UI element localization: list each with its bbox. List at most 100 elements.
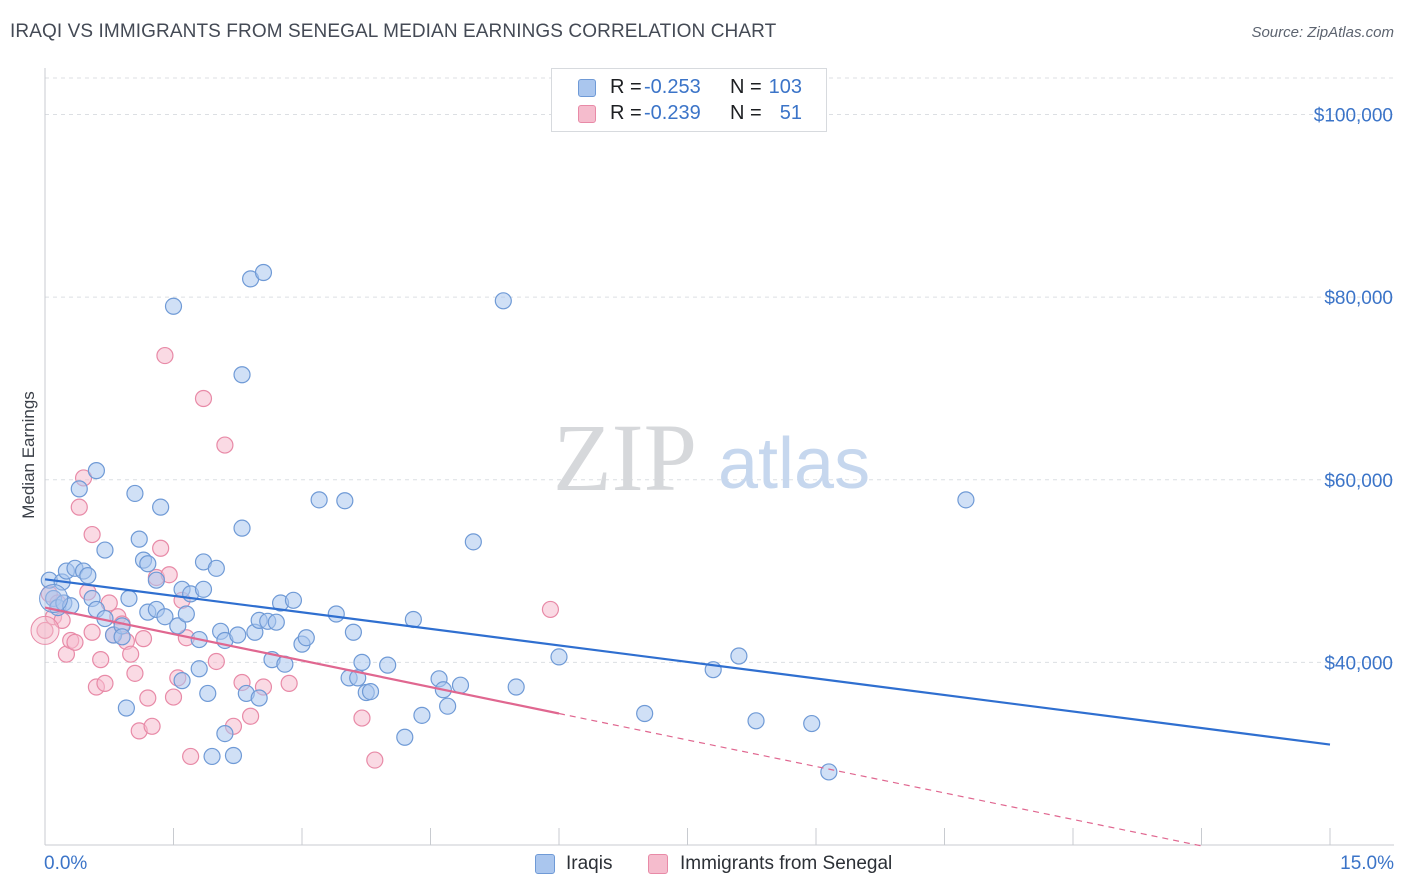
point-senegal: [366, 751, 384, 769]
point-iraqi: [636, 704, 654, 723]
point-iraqi: [451, 676, 470, 694]
point-iraqi: [747, 712, 765, 730]
trend-line-senegal-extension: [558, 712, 1202, 847]
bottom-legend-swatch-senegal: [648, 854, 668, 874]
y-axis-label: Median Earnings: [19, 391, 38, 519]
point-iraqi: [297, 629, 315, 647]
point-senegal-cluster: [30, 615, 60, 645]
point-senegal: [122, 645, 140, 663]
x-tick-label-max: 15.0%: [1340, 853, 1394, 874]
point-iraqi: [156, 608, 174, 626]
point-senegal: [152, 539, 170, 557]
y-tick-label: $100,000: [1314, 106, 1393, 127]
point-iraqi: [177, 605, 195, 623]
point-senegal: [70, 498, 88, 516]
point-iraqi: [147, 571, 165, 589]
point-iraqi: [216, 725, 234, 743]
point-iraqi: [224, 746, 243, 765]
point-iraqi: [203, 747, 221, 766]
point-iraqi: [194, 580, 213, 598]
point-senegal: [194, 389, 213, 408]
bottom-legend-label-iraqis: Iraqis: [566, 853, 613, 874]
legend-swatch-iraqis: [578, 79, 596, 97]
point-iraqi: [79, 567, 97, 585]
point-iraqi: [164, 297, 183, 315]
legend-r-label: R =: [610, 76, 642, 98]
point-senegal: [126, 664, 144, 682]
point-iraqi: [284, 591, 303, 609]
point-iraqi: [199, 684, 217, 703]
point-iraqi: [310, 491, 328, 509]
point-iraqi: [353, 653, 371, 671]
point-iraqi: [494, 292, 512, 310]
point-senegal: [96, 674, 114, 692]
point-iraqi: [413, 706, 431, 724]
point-iraqi: [229, 626, 247, 644]
point-iraqi: [130, 530, 148, 548]
legend-n-label: N =: [730, 76, 762, 98]
trend-lines: [44, 578, 1331, 847]
point-iraqi: [233, 519, 251, 537]
point-iraqi: [267, 613, 285, 631]
point-iraqi: [327, 605, 345, 623]
point-senegal: [139, 689, 157, 707]
point-iraqi: [87, 462, 106, 480]
x-tick-label-min: 0.0%: [44, 853, 88, 874]
point-senegal: [242, 707, 260, 725]
point-iraqi: [126, 484, 144, 503]
point-iraqi: [464, 533, 482, 551]
point-senegal: [92, 651, 110, 669]
point-iraqi: [803, 714, 821, 733]
trend-line-senegal: [44, 606, 560, 715]
y-tick-label: $80,000: [1324, 288, 1393, 309]
legend-row-senegal: R = -0.239 N = 51: [552, 100, 826, 128]
point-iraqi: [957, 491, 975, 509]
point-senegal: [66, 633, 84, 651]
legend-n-value: 103: [768, 76, 802, 98]
series-iraqis-points: [39, 263, 975, 781]
point-senegal: [541, 600, 560, 619]
legend-n-label: N =: [730, 102, 762, 124]
watermark-zip: ZIP: [553, 404, 697, 511]
point-senegal: [156, 346, 174, 365]
point-iraqi: [344, 623, 362, 641]
point-iraqi: [507, 678, 525, 696]
point-senegal: [353, 709, 371, 727]
point-senegal: [83, 623, 101, 641]
point-senegal: [83, 525, 101, 544]
y-tick-label: $60,000: [1324, 471, 1393, 492]
point-iraqi: [173, 672, 191, 690]
point-iraqi: [233, 366, 251, 384]
point-iraqi: [96, 541, 114, 559]
y-tick-labels: $40,000 $60,000 $80,000 $100,000: [1314, 106, 1393, 675]
point-iraqi: [379, 656, 397, 674]
point-iraqi: [361, 682, 380, 701]
point-senegal: [207, 652, 225, 671]
legend-r-value: -0.253: [644, 76, 701, 98]
point-senegal: [216, 436, 234, 454]
correlation-legend: R = -0.253 N = 103 R = -0.239 N = 51: [551, 68, 827, 132]
bottom-legend-swatch-iraqis: [535, 854, 555, 874]
point-senegal: [143, 717, 161, 735]
point-iraqi: [70, 480, 88, 498]
point-iraqi: [152, 498, 170, 516]
point-iraqi-cluster: [39, 583, 69, 613]
bottom-legend-label-senegal: Immigrants from Senegal: [680, 853, 893, 874]
point-iraqi: [439, 697, 457, 715]
watermark: ZIP atlas: [553, 404, 870, 511]
y-tick-label: $40,000: [1324, 653, 1393, 674]
legend-row-iraqis: R = -0.253 N = 103: [552, 74, 826, 102]
point-senegal: [36, 621, 54, 640]
legend-r-label: R =: [610, 102, 642, 124]
watermark-atlas: atlas: [718, 424, 870, 504]
point-iraqi: [117, 699, 135, 717]
point-iraqi: [190, 660, 208, 678]
point-iraqi: [120, 589, 138, 608]
chart-title: IRAQI VS IMMIGRANTS FROM SENEGAL MEDIAN …: [10, 21, 777, 42]
point-iraqi: [336, 492, 354, 510]
point-iraqi: [250, 689, 268, 707]
point-iraqi: [254, 263, 273, 282]
point-senegal: [182, 747, 200, 766]
series-senegal-points: [30, 346, 560, 769]
point-iraqi: [207, 559, 225, 577]
